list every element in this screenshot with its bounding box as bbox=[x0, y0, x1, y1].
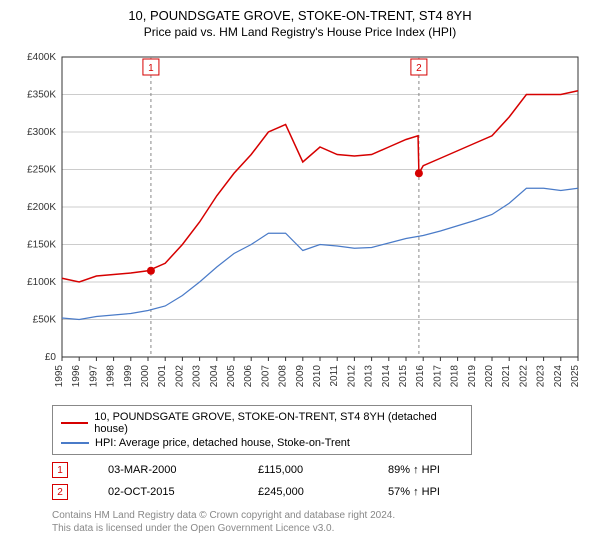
y-tick-label: £0 bbox=[45, 352, 57, 363]
y-tick-label: £50K bbox=[33, 315, 57, 326]
series-hpi bbox=[62, 188, 578, 319]
title-block: 10, POUNDSGATE GROVE, STOKE-ON-TRENT, ST… bbox=[12, 8, 588, 39]
y-tick-label: £350K bbox=[27, 90, 56, 101]
x-tick-label: 1995 bbox=[54, 365, 65, 388]
x-tick-label: 1996 bbox=[71, 365, 82, 388]
x-tick-label: 2001 bbox=[157, 365, 168, 388]
x-tick-label: 2012 bbox=[346, 365, 357, 388]
marker-badge: 2 bbox=[52, 484, 68, 500]
x-tick-label: 1999 bbox=[123, 365, 134, 388]
y-tick-label: £150K bbox=[27, 240, 56, 251]
x-tick-label: 2015 bbox=[398, 365, 409, 388]
marker-relative: 89% ↑ HPI bbox=[388, 464, 440, 476]
markers-table: 1 03-MAR-2000 £115,000 89% ↑ HPI 2 02-OCT-201… bbox=[52, 459, 588, 503]
x-tick-label: 2025 bbox=[570, 365, 581, 388]
x-tick-label: 2008 bbox=[278, 365, 289, 388]
x-tick-label: 2000 bbox=[140, 365, 151, 388]
series-property bbox=[62, 91, 578, 282]
attribution: Contains HM Land Registry data © Crown c… bbox=[52, 509, 588, 535]
event-dot bbox=[147, 267, 155, 275]
x-tick-label: 2004 bbox=[209, 365, 220, 388]
y-tick-label: £300K bbox=[27, 127, 56, 138]
x-tick-label: 1997 bbox=[88, 365, 99, 388]
x-tick-label: 2003 bbox=[192, 365, 203, 388]
x-tick-label: 2011 bbox=[329, 365, 340, 387]
legend: 10, POUNDSGATE GROVE, STOKE-ON-TRENT, ST… bbox=[52, 405, 472, 455]
x-tick-label: 2019 bbox=[467, 365, 478, 388]
marker-price: £115,000 bbox=[258, 464, 348, 476]
event-dot bbox=[415, 169, 423, 177]
x-tick-label: 2018 bbox=[450, 365, 461, 388]
y-tick-label: £200K bbox=[27, 202, 56, 213]
x-tick-label: 2002 bbox=[174, 365, 185, 388]
x-tick-label: 2009 bbox=[295, 365, 306, 388]
x-tick-label: 2017 bbox=[432, 365, 443, 388]
x-tick-label: 2013 bbox=[364, 365, 375, 388]
legend-swatch bbox=[61, 422, 88, 424]
x-tick-label: 2020 bbox=[484, 365, 495, 388]
marker-relative: 57% ↑ HPI bbox=[388, 486, 440, 498]
x-tick-label: 2007 bbox=[260, 365, 271, 388]
line-chart-svg: £0 £50K £100K £150K £200K £250K £300K £350K £400… bbox=[12, 47, 588, 397]
chart-title: 10, POUNDSGATE GROVE, STOKE-ON-TRENT, ST… bbox=[12, 8, 588, 23]
x-tick-label: 2024 bbox=[553, 365, 564, 388]
x-tick-label: 2022 bbox=[518, 365, 529, 388]
x-tick-label: 2005 bbox=[226, 365, 237, 388]
x-tick-label: 2014 bbox=[381, 365, 392, 388]
marker-row: 2 02-OCT-2015 £245,000 57% ↑ HPI bbox=[52, 481, 588, 503]
y-tick-label: £400K bbox=[27, 52, 56, 63]
y-tick-label: £100K bbox=[27, 277, 56, 288]
x-tick-label: 2010 bbox=[312, 365, 323, 388]
attribution-line2: This data is licensed under the Open Gov… bbox=[52, 522, 588, 535]
x-tick-label: 2021 bbox=[501, 365, 512, 388]
event-badge-label: 1 bbox=[148, 63, 154, 74]
legend-row: 10, POUNDSGATE GROVE, STOKE-ON-TRENT, ST… bbox=[61, 410, 463, 436]
price-chart-panel: 10, POUNDSGATE GROVE, STOKE-ON-TRENT, ST… bbox=[0, 0, 600, 539]
event-badge-label: 2 bbox=[416, 63, 422, 74]
marker-date: 03-MAR-2000 bbox=[108, 464, 218, 476]
legend-swatch bbox=[61, 442, 89, 444]
marker-badge: 1 bbox=[52, 462, 68, 478]
x-tick-label: 2023 bbox=[536, 365, 547, 388]
y-tick-label: £250K bbox=[27, 165, 56, 176]
marker-date: 02-OCT-2015 bbox=[108, 486, 218, 498]
attribution-line1: Contains HM Land Registry data © Crown c… bbox=[52, 509, 588, 522]
marker-row: 1 03-MAR-2000 £115,000 89% ↑ HPI bbox=[52, 459, 588, 481]
x-tick-label: 2016 bbox=[415, 365, 426, 388]
legend-label: 10, POUNDSGATE GROVE, STOKE-ON-TRENT, ST… bbox=[94, 411, 463, 435]
legend-label: HPI: Average price, detached house, Stok… bbox=[95, 437, 350, 449]
x-tick-label: 2006 bbox=[243, 365, 254, 388]
chart-subtitle: Price paid vs. HM Land Registry's House … bbox=[12, 25, 588, 39]
plot-area: £0 £50K £100K £150K £200K £250K £300K £350K £400… bbox=[12, 47, 588, 397]
marker-price: £245,000 bbox=[258, 486, 348, 498]
legend-row: HPI: Average price, detached house, Stok… bbox=[61, 436, 463, 450]
x-tick-label: 1998 bbox=[106, 365, 117, 388]
